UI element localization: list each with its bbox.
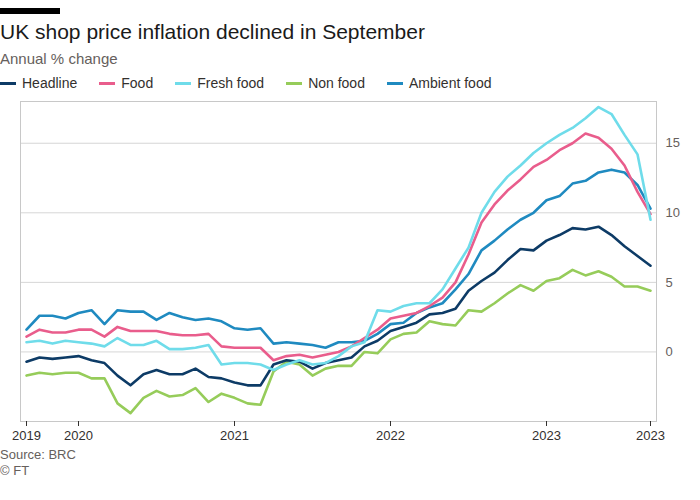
html-text:Fresh food: Fresh food	[197, 75, 265, 91]
svg-text:2020: 2020	[64, 428, 93, 443]
svg-text:2023: 2023	[636, 428, 665, 443]
html-text:Source: BRC: Source: BRC	[0, 447, 76, 462]
html-text:Headline: Headline	[22, 75, 78, 91]
html-text:Non food: Non food	[308, 75, 365, 91]
html-text:Food: Food	[121, 75, 154, 91]
svg-text:2019: 2019	[12, 428, 41, 443]
html-text:Ambient food: Ambient food	[409, 75, 492, 91]
svg-text:2021: 2021	[220, 428, 249, 443]
svg-text:10: 10	[666, 205, 680, 220]
html-text:Annual % change: Annual % change	[0, 50, 118, 67]
svg-text:5: 5	[666, 275, 673, 290]
html-text:© FT: © FT	[0, 463, 30, 478]
svg-text:2022: 2022	[376, 428, 405, 443]
svg-text:15: 15	[666, 135, 680, 150]
html-text:UK shop price inflation declin: UK shop price inflation declined in Sept…	[0, 20, 425, 43]
svg-text:2023: 2023	[532, 428, 561, 443]
svg-text:0: 0	[666, 344, 673, 359]
